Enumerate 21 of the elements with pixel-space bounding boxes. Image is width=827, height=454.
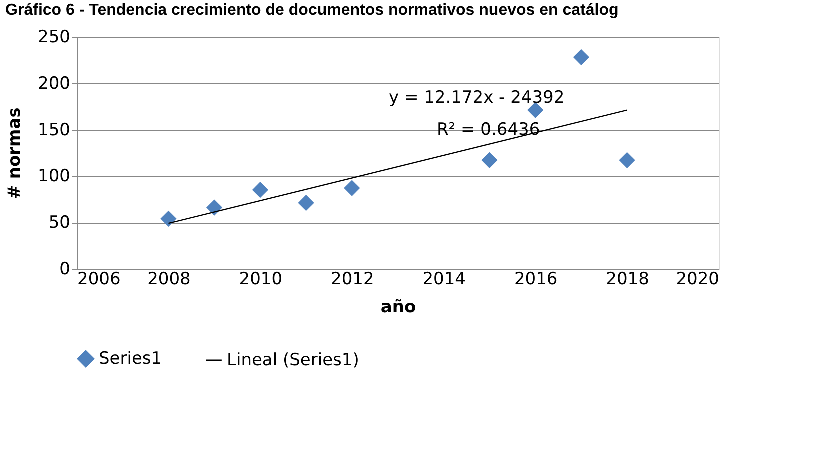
y-tick-label: 250 xyxy=(38,28,70,48)
x-tick-label: 2010 xyxy=(239,270,283,290)
y-axis-title: # normas xyxy=(5,108,26,200)
annotation: R² = 0.6436 xyxy=(437,120,540,140)
x-tick-label: 2020 xyxy=(676,270,720,290)
legend-label: Lineal (Series1) xyxy=(227,350,360,370)
x-tick-label: 2014 xyxy=(422,270,466,290)
x-tick-label: 2006 xyxy=(78,270,121,290)
x-axis-title: año xyxy=(380,298,416,318)
x-tick-label: 2008 xyxy=(148,270,191,290)
y-tick-label: 0 xyxy=(60,260,70,280)
y-tick-label: 50 xyxy=(48,213,70,234)
y-tick-label: 100 xyxy=(38,166,70,187)
x-tick-label: 2012 xyxy=(331,270,374,290)
y-tick-label: 150 xyxy=(38,120,70,140)
annotation: y = 12.172x - 24392 xyxy=(389,88,565,108)
y-tick-label: 200 xyxy=(38,74,70,94)
x-tick-label: 2018 xyxy=(606,270,650,290)
x-tick-label: 2016 xyxy=(514,270,558,290)
legend-label: Series1 xyxy=(99,349,162,370)
chart-title: Gráfico 6 - Tendencia crecimiento de documentos normativos nuevos en catálog xyxy=(6,2,619,19)
